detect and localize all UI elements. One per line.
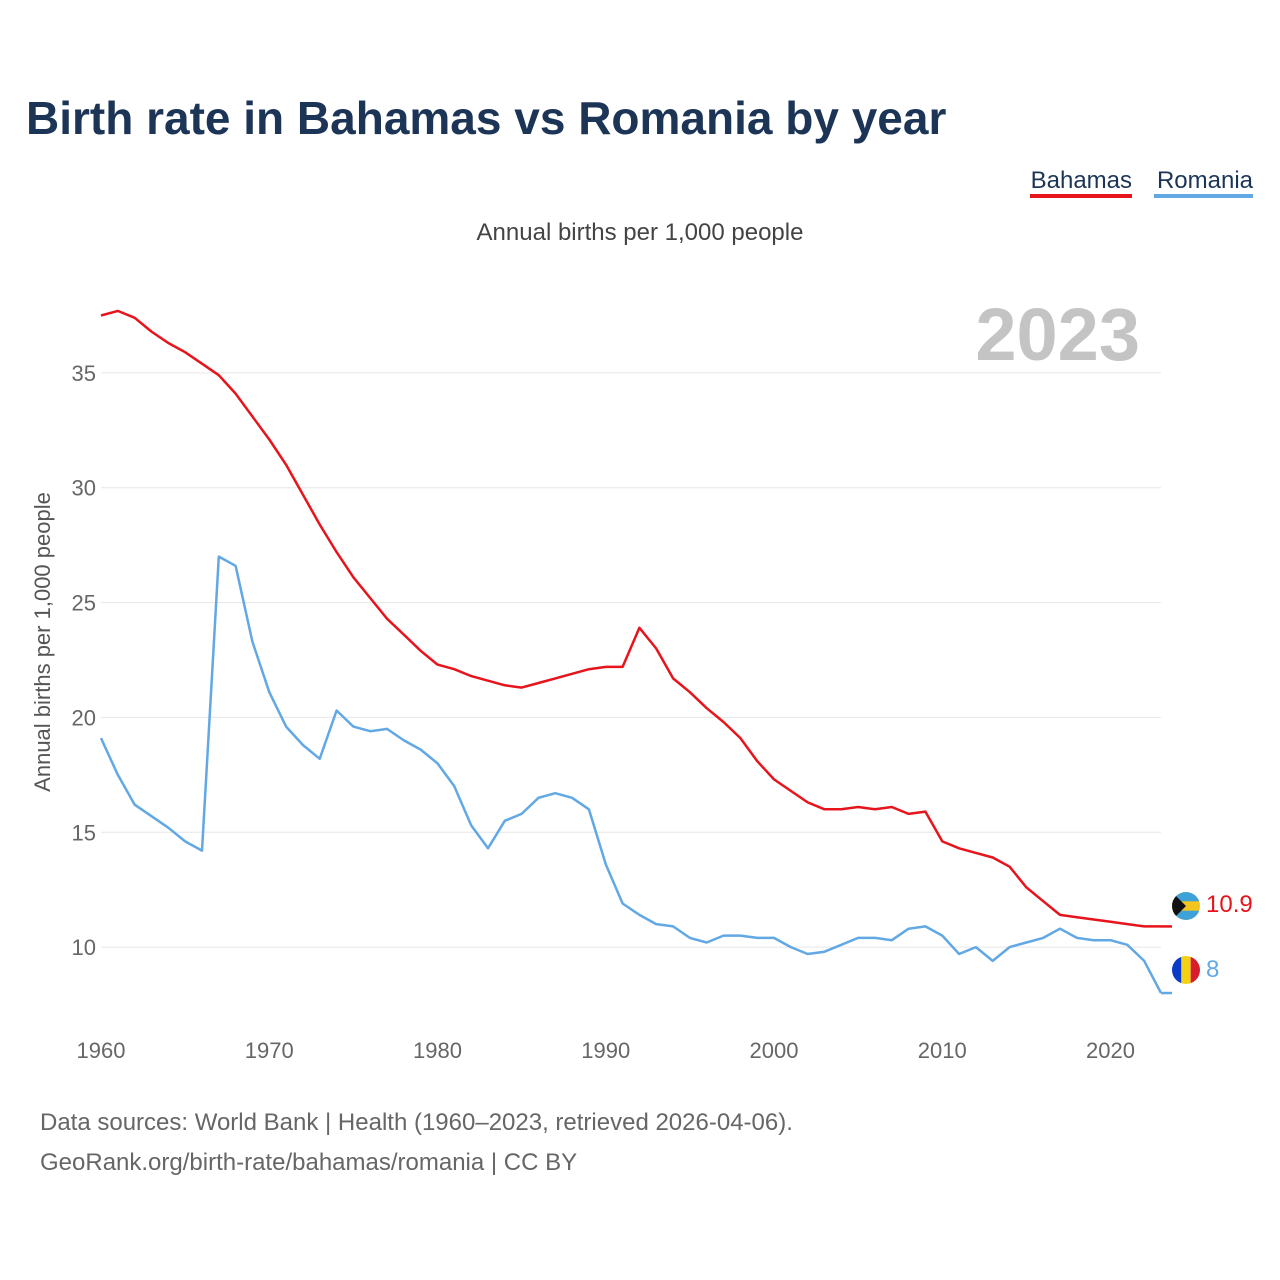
legend-swatch-romania bbox=[1154, 194, 1253, 198]
gridlines bbox=[101, 372, 1161, 948]
x-tick-label: 1960 bbox=[77, 1038, 126, 1063]
series-lines bbox=[99, 309, 1172, 995]
y-tick-label: 25 bbox=[72, 591, 96, 616]
year-badge: 2023 bbox=[975, 293, 1140, 376]
source-line-1: Data sources: World Bank | Health (1960–… bbox=[40, 1109, 793, 1136]
y-tick-label: 10 bbox=[72, 935, 96, 960]
y-tick-label: 15 bbox=[72, 820, 96, 845]
x-axis-ticks: 1960 1970 1980 1990 2000 2010 2020 bbox=[77, 1038, 1135, 1063]
x-tick-label: 2020 bbox=[1086, 1038, 1135, 1063]
x-tick-label: 1970 bbox=[245, 1038, 294, 1063]
end-label-bahamas: 10.9 bbox=[1206, 891, 1253, 918]
x-tick-label: 2010 bbox=[918, 1038, 967, 1063]
legend-swatch-bahamas bbox=[1030, 194, 1132, 198]
y-axis-label: Annual births per 1,000 people bbox=[30, 492, 55, 792]
bahamas-flag-icon bbox=[1172, 892, 1200, 920]
y-axis-ticks: 10 15 20 25 30 35 bbox=[72, 361, 96, 960]
y-tick-label: 30 bbox=[72, 476, 96, 501]
legend: Bahamas Romania bbox=[1030, 167, 1254, 198]
legend-label-bahamas[interactable]: Bahamas bbox=[1031, 167, 1132, 194]
legend-label-romania[interactable]: Romania bbox=[1157, 167, 1254, 194]
series-line-romania[interactable] bbox=[99, 555, 1163, 994]
y-tick-label: 35 bbox=[72, 361, 96, 386]
x-tick-label: 1990 bbox=[581, 1038, 630, 1063]
end-label-romania: 8 bbox=[1206, 956, 1219, 983]
source-line-2[interactable]: GeoRank.org/birth-rate/bahamas/romania |… bbox=[40, 1149, 577, 1176]
chart-title: Birth rate in Bahamas vs Romania by year bbox=[26, 92, 946, 144]
x-tick-label: 1980 bbox=[413, 1038, 462, 1063]
y-tick-label: 20 bbox=[72, 705, 96, 730]
x-tick-label: 2000 bbox=[750, 1038, 799, 1063]
romania-flag-icon bbox=[1172, 956, 1200, 984]
chart-subtitle: Annual births per 1,000 people bbox=[477, 219, 804, 246]
series-line-bahamas[interactable] bbox=[100, 309, 1161, 928]
